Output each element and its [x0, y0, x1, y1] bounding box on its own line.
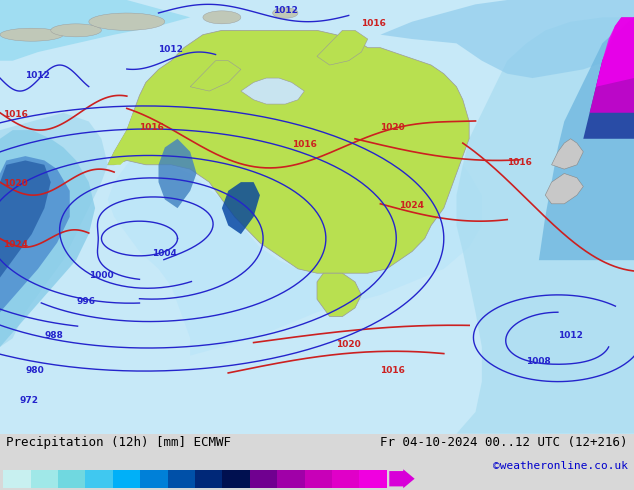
Polygon shape [583, 17, 634, 139]
Bar [304, 470, 332, 488]
Text: 1016: 1016 [380, 366, 405, 375]
Text: 1020: 1020 [380, 123, 405, 132]
Polygon shape [51, 24, 101, 37]
Polygon shape [158, 139, 197, 208]
Text: 980: 980 [25, 366, 44, 375]
Polygon shape [273, 8, 298, 18]
Bar [195, 470, 223, 488]
Text: 1016: 1016 [139, 123, 164, 132]
Text: Precipitation (12h) [mm] ECMWF: Precipitation (12h) [mm] ECMWF [6, 437, 231, 449]
Text: 1012: 1012 [558, 331, 583, 340]
Polygon shape [108, 113, 139, 165]
Text: 1004: 1004 [152, 249, 177, 258]
Text: 1012: 1012 [25, 71, 50, 80]
Bar [30, 470, 58, 488]
Polygon shape [241, 78, 304, 104]
Text: 1016: 1016 [507, 158, 532, 167]
Polygon shape [317, 273, 361, 317]
Polygon shape [108, 30, 469, 273]
Text: 1016: 1016 [292, 141, 316, 149]
Bar [359, 470, 387, 488]
Polygon shape [0, 0, 634, 434]
Polygon shape [139, 30, 418, 96]
Text: Fr 04-10-2024 00..12 UTC (12+216): Fr 04-10-2024 00..12 UTC (12+216) [380, 437, 628, 449]
Bar [223, 470, 250, 488]
Text: 1000: 1000 [89, 270, 113, 279]
Polygon shape [0, 28, 63, 41]
Polygon shape [0, 0, 190, 61]
Polygon shape [222, 182, 260, 234]
Polygon shape [108, 30, 469, 273]
Text: 1008: 1008 [526, 357, 551, 366]
Bar [332, 470, 359, 488]
Bar [140, 470, 167, 488]
Polygon shape [539, 17, 634, 260]
Text: 1016: 1016 [361, 19, 386, 28]
Text: 1020: 1020 [336, 340, 361, 349]
Polygon shape [0, 113, 108, 347]
Polygon shape [0, 130, 95, 347]
Polygon shape [545, 173, 583, 204]
Polygon shape [596, 17, 634, 87]
Text: 972: 972 [19, 396, 38, 405]
Polygon shape [108, 74, 482, 356]
Text: 1020: 1020 [3, 179, 28, 189]
Text: 1024: 1024 [399, 201, 424, 210]
Text: 1012: 1012 [158, 45, 183, 54]
Polygon shape [552, 139, 583, 169]
Text: 1016: 1016 [3, 110, 28, 119]
FancyArrow shape [389, 469, 415, 488]
Polygon shape [0, 160, 51, 277]
Polygon shape [380, 0, 634, 78]
Bar [113, 470, 140, 488]
Polygon shape [203, 11, 241, 24]
Polygon shape [317, 30, 368, 65]
Polygon shape [590, 17, 634, 113]
Text: ©weatheronline.co.uk: ©weatheronline.co.uk [493, 461, 628, 471]
Text: 1024: 1024 [3, 240, 28, 249]
Bar [86, 470, 113, 488]
Bar [58, 470, 86, 488]
Polygon shape [89, 13, 165, 30]
Bar [167, 470, 195, 488]
Polygon shape [0, 156, 70, 312]
Polygon shape [456, 17, 634, 434]
Polygon shape [190, 61, 241, 91]
Bar [250, 470, 277, 488]
Bar [3, 470, 30, 488]
Text: 996: 996 [76, 296, 95, 306]
Bar [277, 470, 304, 488]
Text: 988: 988 [44, 331, 63, 340]
Text: 1012: 1012 [273, 6, 297, 15]
